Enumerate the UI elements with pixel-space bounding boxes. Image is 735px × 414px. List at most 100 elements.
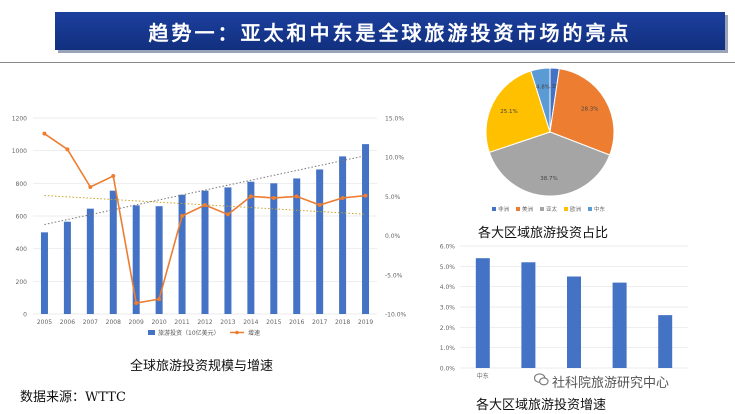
x-tick-label: 2008 <box>106 319 121 326</box>
investment-bar <box>178 194 186 314</box>
pie-slice <box>549 68 615 156</box>
region-growth-bar <box>612 282 627 368</box>
growth-point <box>271 195 276 200</box>
pie-legend-label: 中东 <box>594 205 606 213</box>
x-tick-label: 2005 <box>37 319 52 326</box>
pie-slice <box>530 67 551 133</box>
investment-bar <box>270 183 278 314</box>
y-left-tick-label: 1200 <box>12 116 27 123</box>
growth-point <box>225 212 230 217</box>
investment-bar <box>201 190 209 314</box>
region-share-pie-chart: 2.3% 28.3% 38.7% 25.1% 4.8% 非洲 美洲 亚太 欧洲 中东 <box>485 67 615 213</box>
growth-point <box>248 194 253 199</box>
y-tick-label: 2.0% <box>440 325 456 332</box>
x-tick-label: 2012 <box>197 319 212 326</box>
pie-legend-swatch <box>540 207 544 211</box>
investment-bar <box>224 187 232 314</box>
y-right-tick-label: 15.0% <box>385 116 404 123</box>
growth-point <box>111 174 116 179</box>
growth-point <box>363 193 368 198</box>
investment-bar <box>155 206 163 314</box>
growth-point <box>340 195 345 200</box>
region-growth-bar <box>475 258 490 368</box>
region-growth-bar-chart: 0.0% 1.0% 2.0% 3.0% 4.0% 5.0% 6.0% 中东 <box>440 244 688 380</box>
pie-slice <box>488 131 611 197</box>
pie-legend-label: 非洲 <box>498 205 510 213</box>
region-growth-bar <box>567 276 581 368</box>
pie-legend-label: 美洲 <box>522 205 534 213</box>
main-chart-caption: 全球旅游投资规模与增速 <box>130 359 274 374</box>
region-growth-bar <box>521 262 536 368</box>
x-tick-label: 2011 <box>174 319 189 326</box>
legend-bar-swatch <box>148 330 155 335</box>
x-tick-label: 2010 <box>151 319 166 326</box>
y-left-tick-label: 600 <box>16 214 28 221</box>
pie-legend-swatch <box>516 207 520 211</box>
investment-bar <box>132 205 140 314</box>
y-tick-label: 6.0% <box>440 244 456 251</box>
header-divider <box>0 62 735 63</box>
x-tick-label: 2018 <box>335 319 350 326</box>
growth-point <box>294 194 299 199</box>
investment-bar <box>362 144 370 314</box>
growth-point <box>134 301 139 306</box>
investment-bar <box>86 208 94 314</box>
x-tick-label: 2014 <box>243 319 258 326</box>
growth-point <box>317 203 322 208</box>
watermark-text: 社科院旅游研究中心 <box>552 376 670 391</box>
y-left-tick-label: 800 <box>16 181 28 188</box>
investment-bar <box>316 169 324 314</box>
x-tick-label: 2017 <box>312 319 327 326</box>
x-tick-label: 2019 <box>358 319 373 326</box>
pie-legend-label: 亚太 <box>546 205 558 213</box>
pie-legend-label: 欧洲 <box>570 205 582 213</box>
investment-bar <box>63 221 71 314</box>
pie-legend-swatch <box>564 207 568 211</box>
investment-bar <box>40 232 48 314</box>
growth-point <box>203 203 207 208</box>
growth-trendline <box>44 194 366 215</box>
growth-point <box>42 131 47 136</box>
pie-slice <box>485 70 551 153</box>
region-growth-bar <box>658 315 673 368</box>
growth-point <box>157 297 162 302</box>
y-left-tick-label: 400 <box>16 246 28 253</box>
pie-legend-swatch <box>492 207 496 211</box>
growth-point <box>65 147 70 152</box>
growth-point <box>180 214 185 218</box>
investment-trendline <box>44 155 366 225</box>
investment-bar <box>293 178 301 314</box>
source-note: 数据来源：WTTC <box>20 390 126 405</box>
y-left-tick-label: 0 <box>23 312 27 319</box>
x-tick-label: 2015 <box>266 319 281 326</box>
pie-value-label: 25.1% <box>500 109 517 115</box>
y-right-tick-label: 10.0% <box>385 155 404 162</box>
pie-value-label: 4.8% <box>536 84 550 90</box>
y-left-tick-label: 200 <box>16 279 28 286</box>
y-tick-label: 0.0% <box>440 366 456 373</box>
x-tick-label: 2009 <box>129 319 144 326</box>
investment-bar <box>247 181 255 314</box>
x-tick-label: 2013 <box>220 319 235 326</box>
y-tick-label: 3.0% <box>440 305 456 312</box>
y-tick-label: 5.0% <box>440 264 456 271</box>
investment-bar <box>109 190 117 314</box>
y-left-tick-label: 1000 <box>12 148 27 155</box>
y-right-tick-label: 0.0% <box>385 233 401 240</box>
pie-value-label: 2.3% <box>546 84 560 90</box>
investment-scale-chart: 0 200 400 600 800 1000 1200 -10.0% -5.0% 0.0% 5.0%… <box>12 116 407 338</box>
x-tick-label: 2007 <box>83 319 98 326</box>
y-tick-label: 1.0% <box>440 345 456 352</box>
title-banner: 趋势一：亚太和中东是全球旅游投资市场的亮点 <box>55 12 725 50</box>
pie-chart-caption: 各大区域旅游投资占比 <box>478 226 609 241</box>
x-tick-label: 2006 <box>60 319 75 326</box>
investment-bar <box>339 156 347 314</box>
growth-point <box>88 184 93 189</box>
wechat-icon <box>534 373 549 386</box>
page-title: 趋势一：亚太和中东是全球旅游投资市场的亮点 <box>148 20 632 45</box>
pie-value-label: 28.3% <box>581 107 598 113</box>
y-right-tick-label: -10.0% <box>385 312 407 319</box>
y-tick-label: 4.0% <box>440 284 456 291</box>
pie-value-label: 38.7% <box>540 176 557 182</box>
x-tick-label: 中东 <box>477 372 489 380</box>
